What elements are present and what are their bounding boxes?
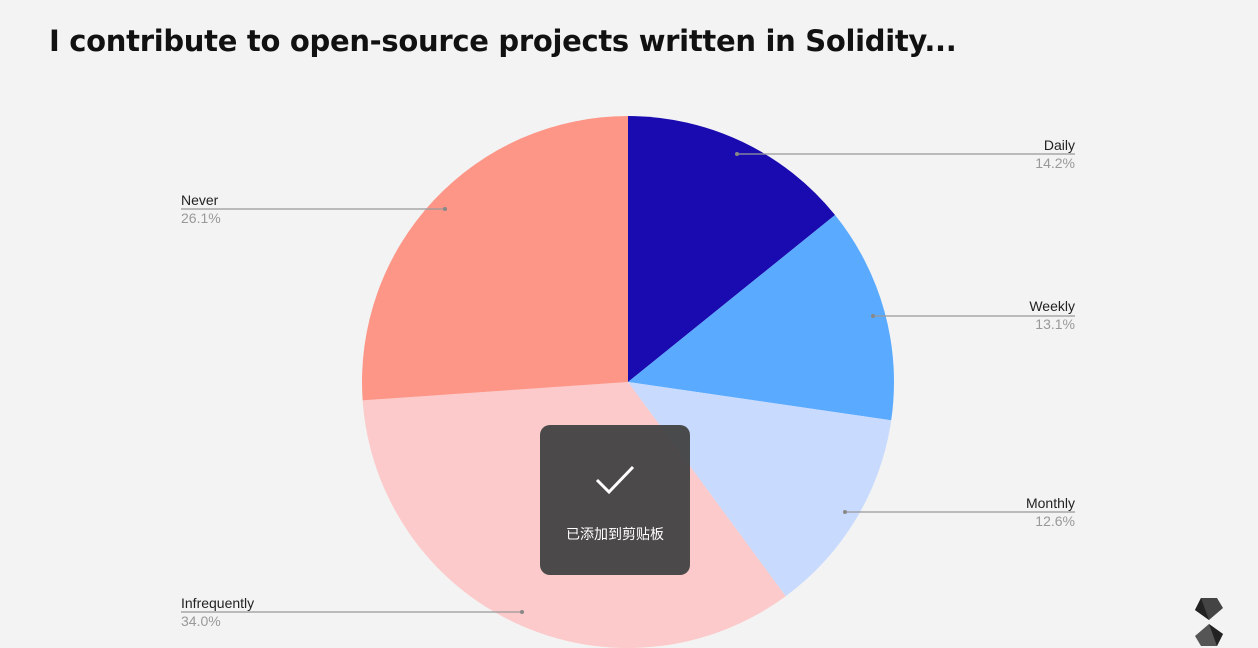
slice-label: Weekly [1029,298,1075,314]
pie-slice-weekly [628,215,894,421]
pie-slice-daily [628,116,836,382]
slice-percent: 12.6% [1035,513,1075,529]
leader-dot [735,152,739,156]
slice-label: Monthly [1026,495,1075,511]
solidity-logo [1195,598,1223,646]
toast-message: 已添加到剪贴板 [566,527,664,543]
checkmark-icon [595,465,635,495]
leader-dot [871,314,875,318]
chart-title: I contribute to open-source projects wri… [49,24,957,58]
slice-label: Infrequently [181,595,254,611]
leader-dot [443,207,447,211]
leader-dot [843,510,847,514]
slice-percent: 26.1% [181,210,221,226]
slice-percent: 34.0% [181,613,221,629]
pie-slice-never [362,116,628,401]
slice-percent: 14.2% [1035,155,1075,171]
copied-toast: 已添加到剪贴板 [540,425,690,575]
pie-slice-monthly [628,382,892,597]
slice-label: Never [181,192,219,208]
slice-label: Daily [1044,137,1075,153]
slice-percent: 13.1% [1035,316,1075,332]
leader-dot [520,610,524,614]
